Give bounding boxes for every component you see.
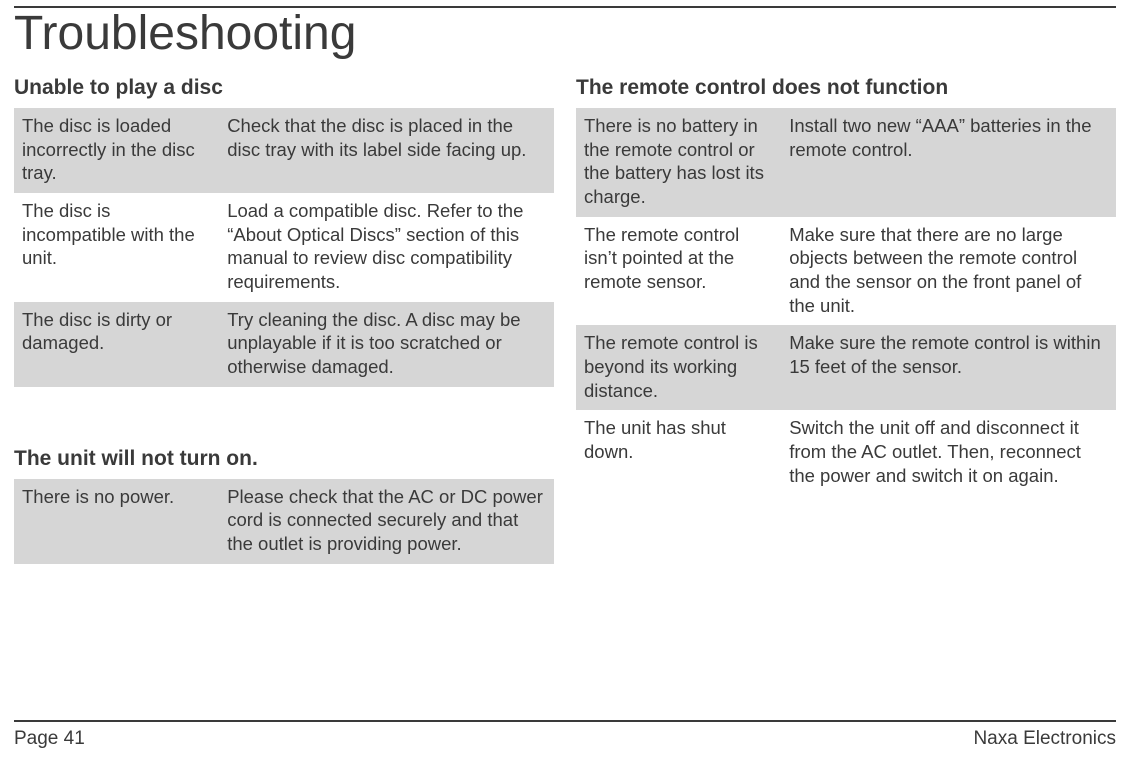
table-row: The disc is loaded incorrectly in the di… [14, 108, 554, 193]
cell-solution: Make sure the remote control is within 1… [781, 325, 1116, 410]
section-heading-remote: The remote control does not function [576, 76, 1116, 100]
cell-problem: The remote control isn’t pointed at the … [576, 217, 781, 326]
cell-solution: Install two new “AAA” batteries in the r… [781, 108, 1116, 217]
column-right: The remote control does not function The… [576, 76, 1116, 564]
table-row: There is no battery in the remote contro… [576, 108, 1116, 217]
table-power: There is no power. Please check that the… [14, 479, 554, 564]
cell-problem: The disc is loaded incorrectly in the di… [14, 108, 219, 193]
cell-solution: Check that the disc is placed in the dis… [219, 108, 554, 193]
cell-problem: The unit has shut down. [576, 410, 781, 495]
columns: Unable to play a disc The disc is loaded… [14, 76, 1116, 564]
page: Troubleshooting Unable to play a disc Th… [0, 0, 1130, 774]
brand-name: Naxa Electronics [973, 728, 1116, 750]
cell-solution: Load a compatible disc. Refer to the “Ab… [219, 193, 554, 302]
column-left: Unable to play a disc The disc is loaded… [14, 76, 554, 564]
cell-problem: There is no power. [14, 479, 219, 564]
page-label: Page [14, 728, 64, 749]
cell-problem: The remote control is beyond its working… [576, 325, 781, 410]
cell-problem: The disc is incompatible with the unit. [14, 193, 219, 302]
cell-solution: Try cleaning the disc. A disc may be unp… [219, 302, 554, 387]
table-row: There is no power. Please check that the… [14, 479, 554, 564]
table-row: The unit has shut down. Switch the unit … [576, 410, 1116, 495]
footer-row: Page 41 Naxa Electronics [14, 728, 1116, 750]
table-row: The remote control isn’t pointed at the … [576, 217, 1116, 326]
section-heading-power: The unit will not turn on. [14, 447, 554, 471]
section-heading-disc: Unable to play a disc [14, 76, 554, 100]
table-remote: There is no battery in the remote contro… [576, 108, 1116, 495]
table-disc: The disc is loaded incorrectly in the di… [14, 108, 554, 387]
page-title: Troubleshooting [14, 6, 356, 61]
page-number: Page 41 [14, 728, 85, 750]
table-row: The disc is dirty or damaged. Try cleani… [14, 302, 554, 387]
cell-solution: Please check that the AC or DC power cor… [219, 479, 554, 564]
footer: Page 41 Naxa Electronics [14, 720, 1116, 750]
cell-solution: Switch the unit off and disconnect it fr… [781, 410, 1116, 495]
cell-solution: Make sure that there are no large object… [781, 217, 1116, 326]
cell-problem: The disc is dirty or damaged. [14, 302, 219, 387]
table-row: The disc is incompatible with the unit. … [14, 193, 554, 302]
page-number-value: 41 [64, 728, 85, 749]
cell-problem: There is no battery in the remote contro… [576, 108, 781, 217]
table-row: The remote control is beyond its working… [576, 325, 1116, 410]
rule-bottom [14, 720, 1116, 722]
